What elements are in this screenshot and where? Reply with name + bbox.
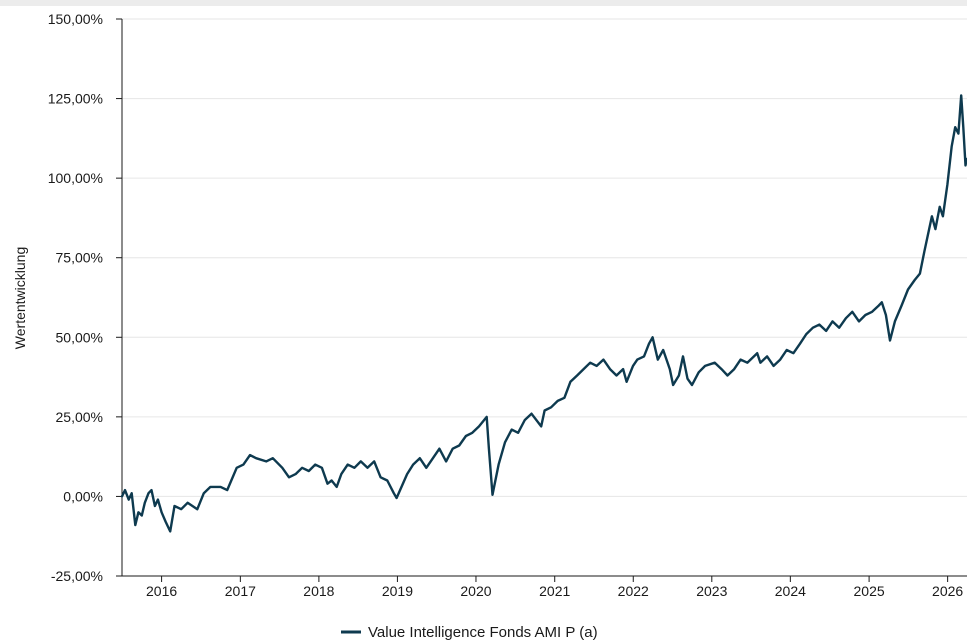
x-tick-label: 2020 — [460, 583, 491, 599]
x-tick-label: 2023 — [696, 583, 727, 599]
x-tick-label: 2026 — [932, 583, 963, 599]
y-tick-label: 75,00% — [56, 250, 103, 266]
top-border — [0, 0, 967, 6]
gridlines — [122, 18, 967, 497]
x-tick-label: 2017 — [225, 583, 256, 599]
x-axis: 2016 2017 2018 2019 2020 2021 2022 2023 2024 2025… — [122, 575, 967, 599]
y-tick-label: 25,00% — [56, 409, 103, 425]
y-tick-label: 0,00% — [63, 488, 103, 504]
y-tick-label: 50,00% — [56, 329, 103, 345]
x-tick-label: 2016 — [146, 583, 177, 599]
x-tick-label: 2021 — [539, 583, 570, 599]
x-tick-label: 2019 — [382, 583, 413, 599]
y-tick-label: 125,00% — [48, 91, 103, 107]
legend-label: Value Intelligence Fonds AMI P (a) — [368, 624, 598, 640]
x-tick-label: 2022 — [618, 583, 649, 599]
x-tick-label: 2024 — [775, 583, 806, 599]
legend: Value Intelligence Fonds AMI P (a) — [341, 624, 598, 640]
y-axis: -25,00% 0,00% 25,00% 50,00% 75,00% 100,00% 125… — [48, 11, 123, 584]
x-tick-label: 2025 — [854, 583, 885, 599]
x-tick-label: 2018 — [303, 583, 334, 599]
y-tick-label: 100,00% — [48, 170, 103, 186]
series-layer — [120, 94, 967, 533]
y-tick-label: 150,00% — [48, 11, 103, 27]
series-line — [120, 94, 967, 533]
y-axis-title: Wertentwicklung — [12, 247, 28, 349]
y-tick-label: -25,00% — [51, 568, 103, 584]
